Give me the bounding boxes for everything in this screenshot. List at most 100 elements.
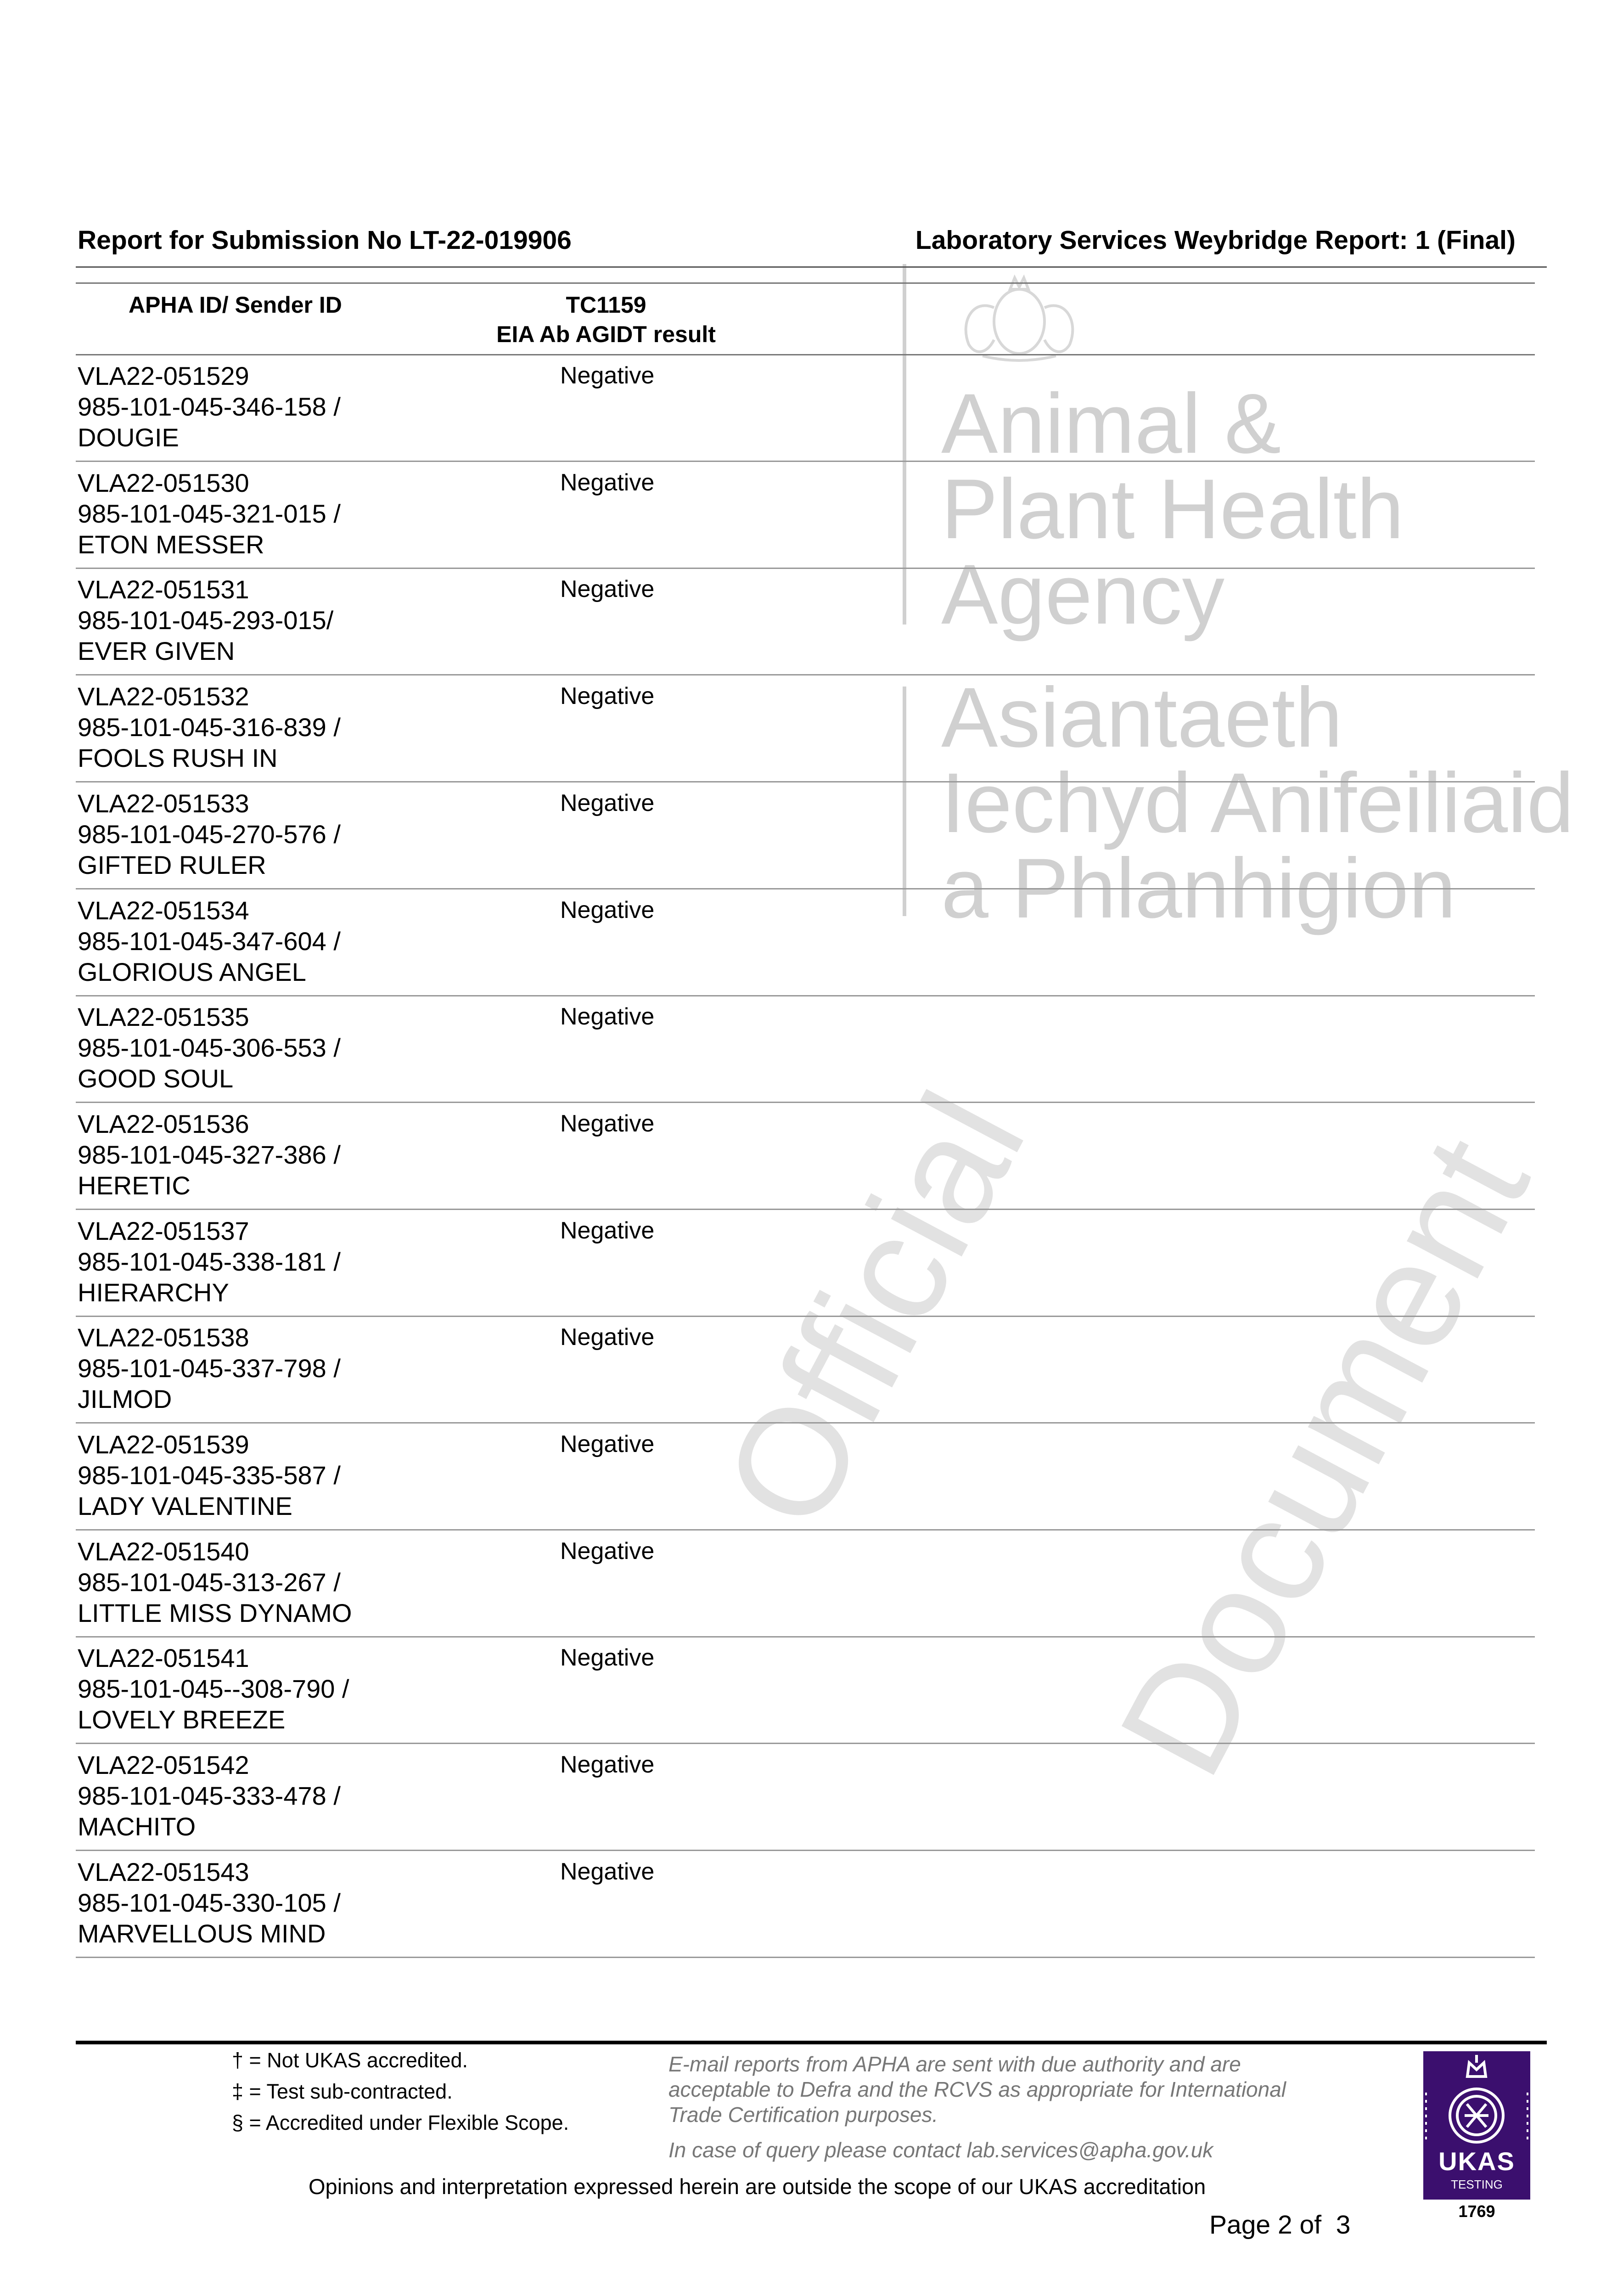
sample-id-cell: VLA22-051535 985-101-045-306-553 /GOOD SO… xyxy=(78,1002,341,1094)
contact-text: In case of query please contact lab.serv… xyxy=(668,2138,1213,2162)
result-cell: Negative xyxy=(560,1644,655,1671)
animal-name: FOOLS RUSH IN xyxy=(78,743,278,773)
table-row: VLA22-051542 985-101-045-333-478 /MACHITO… xyxy=(76,1744,1535,1851)
apha-id: VLA22-051540 xyxy=(78,1536,249,1566)
sample-id-cell: VLA22-051541 985-101-045--308-790 /LOVELY… xyxy=(78,1643,349,1735)
result-cell: Negative xyxy=(560,1217,655,1244)
animal-name: HERETIC xyxy=(78,1171,191,1200)
apha-id: VLA22-051542 xyxy=(78,1750,249,1780)
apha-id: VLA22-051534 xyxy=(78,895,249,925)
sender-id: 985-101-045-270-576 / xyxy=(78,819,341,849)
watermark-divider xyxy=(903,264,906,625)
table-row: VLA22-051539 985-101-045-335-587 /LADY VA… xyxy=(76,1424,1535,1531)
royal-crest-icon xyxy=(964,274,1074,362)
sample-id-cell: VLA22-051542 985-101-045-333-478 /MACHITO xyxy=(78,1750,341,1842)
result-cell: Negative xyxy=(560,1431,655,1458)
animal-name: LITTLE MISS DYNAMO xyxy=(78,1598,352,1627)
animal-name: LOVELY BREEZE xyxy=(78,1705,286,1734)
result-cell: Negative xyxy=(560,1751,655,1778)
footer-divider xyxy=(76,2041,1547,2044)
table-header-divider xyxy=(76,354,1535,355)
animal-name: ETON MESSER xyxy=(78,529,264,559)
animal-name: DOUGIE xyxy=(78,423,179,452)
table-row: VLA22-051538 985-101-045-337-798 /JILMOD N… xyxy=(76,1317,1535,1424)
ukas-testing: TESTING xyxy=(1451,2178,1503,2191)
apha-id: VLA22-051538 xyxy=(78,1323,249,1352)
sender-id: 985-101-045-346-158 / xyxy=(78,392,341,421)
result-cell: Negative xyxy=(560,362,655,389)
sample-id-cell: VLA22-051530 985-101-045-321-015 /ETON ME… xyxy=(78,467,341,560)
sender-id: 985-101-045-327-386 / xyxy=(78,1140,341,1169)
table-row: VLA22-051531 985-101-045-293-015/EVER GIV… xyxy=(76,568,1535,676)
animal-name: MARVELLOUS MIND xyxy=(78,1919,326,1948)
sender-id: 985-101-045-338-181 / xyxy=(78,1247,341,1276)
animal-name: MACHITO xyxy=(78,1812,196,1841)
page-number: Page 2 of 3 xyxy=(1209,2210,1351,2240)
sample-id-cell: VLA22-051537 985-101-045-338-181 /HIERARC… xyxy=(78,1216,341,1308)
sample-id-cell: VLA22-051536 985-101-045-327-386 /HERETIC xyxy=(78,1109,341,1201)
sample-id-cell: VLA22-051538 985-101-045-337-798 /JILMOD xyxy=(78,1322,341,1414)
result-cell: Negative xyxy=(560,576,655,603)
table-row: VLA22-051536 985-101-045-327-386 /HERETIC… xyxy=(76,1103,1535,1210)
apha-id: VLA22-051541 xyxy=(78,1643,249,1673)
report-title: Laboratory Services Weybridge Report: 1 … xyxy=(915,225,1516,255)
ukas-crown-emblem-icon xyxy=(1425,2055,1528,2144)
apha-id: VLA22-051537 xyxy=(78,1216,249,1245)
email-disclaimer: E-mail reports from APHA are sent with d… xyxy=(668,2052,1286,2127)
sender-id: 985-101-045-347-604 / xyxy=(78,926,341,956)
apha-id: VLA22-051531 xyxy=(78,575,249,604)
table-row: VLA22-051532 985-101-045-316-839 /FOOLS R… xyxy=(76,675,1535,783)
table-row: VLA22-051543 985-101-045-330-105 /MARVELL… xyxy=(76,1851,1535,1958)
sender-id: 985-101-045--308-790 / xyxy=(78,1674,349,1704)
sender-id: 985-101-045-335-587 / xyxy=(78,1461,341,1490)
table-row: VLA22-051535 985-101-045-306-553 /GOOD SO… xyxy=(76,996,1535,1103)
table-row: VLA22-051530 985-101-045-321-015 /ETON ME… xyxy=(76,462,1535,569)
result-cell: Negative xyxy=(560,1003,655,1030)
sender-id: 985-101-045-330-105 / xyxy=(78,1888,341,1917)
sample-id-cell: VLA22-051543 985-101-045-330-105 /MARVELL… xyxy=(78,1857,341,1949)
result-cell: Negative xyxy=(560,1858,655,1885)
ukas-logo: UKAS TESTING xyxy=(1423,2051,1530,2200)
animal-name: HIERARCHY xyxy=(78,1277,229,1307)
table-row: VLA22-051540 985-101-045-313-267 /LITTLE … xyxy=(76,1531,1535,1638)
sender-id: 985-101-045-306-553 / xyxy=(78,1033,341,1063)
sender-id: 985-101-045-293-015/ xyxy=(78,606,334,635)
watermark-english: Animal & Plant Health Agency xyxy=(941,377,1404,642)
table-row: VLA22-051537 985-101-045-338-181 /HIERARC… xyxy=(76,1210,1535,1317)
sample-id-cell: VLA22-051531 985-101-045-293-015/EVER GIV… xyxy=(78,574,333,666)
animal-name: GOOD SOUL xyxy=(78,1064,234,1093)
sender-id: 985-101-045-321-015 / xyxy=(78,499,341,528)
result-cell: Negative xyxy=(560,1110,655,1137)
result-cell: Negative xyxy=(560,789,655,816)
apha-id: VLA22-051530 xyxy=(78,468,249,497)
result-cell: Negative xyxy=(560,469,655,496)
submission-title: Report for Submission No LT-22-019906 xyxy=(78,225,572,255)
table-row: VLA22-051533 985-101-045-270-576 /GIFTED … xyxy=(76,782,1535,889)
sender-id: 985-101-045-313-267 / xyxy=(78,1567,341,1597)
animal-name: JILMOD xyxy=(78,1384,172,1414)
sample-id-cell: VLA22-051532 985-101-045-316-839 /FOOLS R… xyxy=(78,681,341,773)
header-divider xyxy=(76,266,1547,268)
animal-name: EVER GIVEN xyxy=(78,636,235,666)
opinions-statement: Opinions and interpretation expressed he… xyxy=(309,2174,1206,2199)
column-header-test: TC1159 EIA Ab AGIDT result xyxy=(496,292,716,347)
animal-name: GIFTED RULER xyxy=(78,850,266,879)
table-row: VLA22-051529 985-101-045-346-158 /DOUGIE N… xyxy=(76,355,1535,462)
ukas-brand: UKAS xyxy=(1438,2147,1515,2176)
animal-name: LADY VALENTINE xyxy=(78,1491,292,1520)
apha-id: VLA22-051532 xyxy=(78,682,249,711)
apha-id: VLA22-051533 xyxy=(78,788,249,818)
table-row: VLA22-051534 985-101-045-347-604 /GLORIOU… xyxy=(76,889,1535,996)
sender-id: 985-101-045-333-478 / xyxy=(78,1781,341,1811)
table-top-divider xyxy=(76,282,1535,284)
apha-id: VLA22-051535 xyxy=(78,1002,249,1032)
sample-id-cell: VLA22-051529 985-101-045-346-158 /DOUGIE xyxy=(78,360,341,453)
sample-id-cell: VLA22-051540 985-101-045-313-267 /LITTLE … xyxy=(78,1536,352,1628)
watermark-divider xyxy=(903,687,906,916)
apha-id: VLA22-051536 xyxy=(78,1109,249,1138)
sample-id-cell: VLA22-051533 985-101-045-270-576 /GIFTED … xyxy=(78,788,341,880)
ukas-number: 1769 xyxy=(1458,2202,1495,2221)
result-cell: Negative xyxy=(560,1324,655,1351)
apha-id: VLA22-051529 xyxy=(78,361,249,390)
result-cell: Negative xyxy=(560,896,655,923)
